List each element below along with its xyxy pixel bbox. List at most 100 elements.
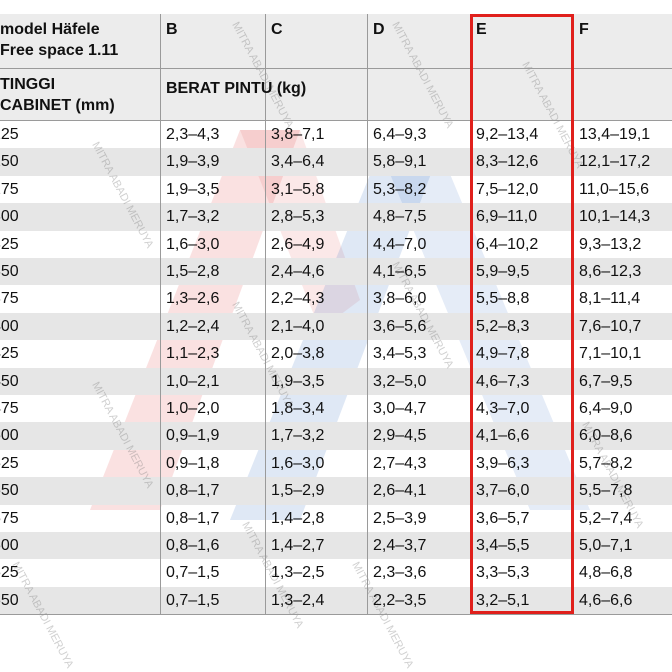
weight-range: 3,6–5,6 [373,317,427,335]
weight-range: 0,9–1,8 [166,454,220,472]
weight-range: 2,3–3,6 [373,564,427,582]
weight-range: 3,2–5,0 [373,372,427,390]
weight-range: 3,6–5,7 [476,509,530,527]
weight-range: 8,6–12,3 [579,263,642,280]
weight-range: 5,2–8,3 [476,317,530,335]
weight-range: 12,1–17,2 [579,153,651,171]
height-value: 300 [0,208,19,226]
weight-range: 0,8–1,7 [166,482,220,500]
height-value: 400 [0,317,19,335]
weight-range: 7,6–10,7 [579,317,642,335]
height-value: 250 [0,153,19,171]
weight-range: 6,7–9,5 [579,372,633,390]
weight-range: 1,2–2,4 [166,317,220,335]
weight-range: 0,7–1,5 [166,591,220,609]
weight-range: 8,1–11,4 [579,290,641,308]
weight-range: 4,8–6,8 [579,564,633,582]
weight-range: 4,9–7,8 [476,345,530,363]
column-divider [265,14,266,614]
weight-range: 7,5–12,0 [476,180,539,198]
column-header: D [373,21,385,38]
weight-range: 5,8–9,1 [373,153,427,171]
height-label: CABINET (mm) [0,97,115,114]
weight-range: 3,7–6,0 [476,482,530,500]
weight-range: 4,1–6,6 [476,427,530,445]
height-value: 475 [0,400,19,417]
column-header: C [271,21,283,38]
column-divider [367,14,368,614]
weight-range: 3,0–4,7 [373,400,427,417]
weight-range: 6,4–9,3 [373,126,427,143]
weight-range: 1,7–3,2 [166,208,220,226]
weight-range: 3,8–7,1 [271,126,325,143]
weight-range: 2,3–4,3 [166,126,220,143]
header-background [0,14,672,120]
weight-range: 3,4–5,5 [476,537,530,554]
height-value: 650 [0,591,19,609]
column-header: E [476,21,487,38]
weight-range: 10,1–14,3 [579,208,651,226]
weight-range: 6,9–11,0 [476,208,538,226]
column-header: F [579,21,589,38]
weight-range: 9,3–13,2 [579,235,642,253]
row-band [0,422,672,450]
weight-range: 1,5–2,8 [166,263,220,280]
weight-range: 13,4–19,1 [579,126,651,143]
weight-range: 2,2–4,3 [271,290,325,308]
weight-range: 2,0–3,8 [271,345,325,363]
height-value: 625 [0,564,19,582]
weight-range: 3,4–6,4 [271,153,325,171]
weight-range: 3,2–5,1 [476,591,530,609]
weight-range: 4,6–6,6 [579,591,633,609]
header-label: model Häfele [0,21,100,38]
weight-range: 3,4–5,3 [373,345,427,363]
weight-range: 5,5–7,8 [579,482,633,500]
height-value: 325 [0,235,19,253]
weight-range: 6,0–8,6 [579,427,633,445]
row-band [0,203,672,231]
weight-range: 5,5–8,8 [476,290,530,308]
weight-range: 1,6–3,0 [166,235,220,253]
row-band [0,477,672,505]
row-band [0,532,672,560]
weight-range: 11,0–15,6 [579,180,649,198]
weight-range: 2,2–3,5 [373,591,427,609]
weight-range: 1,4–2,7 [271,537,325,554]
column-divider [160,14,161,614]
weight-range: 2,8–5,3 [271,208,325,226]
weight-range: 1,3–2,4 [271,591,325,609]
row-divider [0,120,672,121]
weight-range: 4,8–7,5 [373,208,427,226]
height-label: TINGGI [0,76,56,93]
weight-range: 4,1–6,5 [373,263,427,280]
weight-range: 7,1–10,1 [579,345,642,363]
weight-range: 2,4–4,6 [271,263,325,280]
weight-range: 1,8–3,4 [271,400,325,417]
height-value: 225 [0,126,19,143]
weight-range: 3,8–6,0 [373,290,427,308]
weight-range: 2,7–4,3 [373,454,427,472]
height-value: 350 [0,263,19,280]
height-value: 375 [0,290,19,308]
row-band [0,148,672,176]
height-value: 275 [0,180,19,198]
row-band [0,586,672,615]
weight-range: 5,3–8,2 [373,180,427,198]
weight-range: 1,5–2,9 [271,482,325,500]
weight-range: 5,2–7,4 [579,509,633,527]
weight-range: 9,2–13,4 [476,126,539,143]
weight-range: 0,9–1,9 [166,427,220,445]
weight-range: 1,3–2,5 [271,564,325,582]
weight-range: 2,4–3,7 [373,537,427,554]
row-band [0,367,672,395]
weight-range: 4,4–7,0 [373,235,427,253]
weight-range: 3,1–5,8 [271,180,325,198]
weight-range: 5,7–8,2 [579,454,633,472]
row-divider [0,68,672,69]
weight-range: 3,9–6,3 [476,454,530,472]
height-value: 500 [0,427,19,445]
row-band [0,258,672,286]
weight-range: 6,4–9,0 [579,400,633,417]
weight-range: 5,0–7,1 [579,537,633,554]
